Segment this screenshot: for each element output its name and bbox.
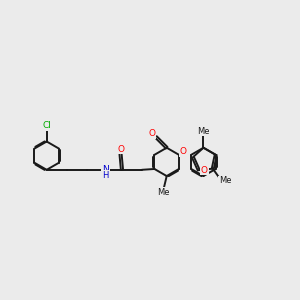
Text: N: N <box>102 165 109 174</box>
Text: O: O <box>118 145 125 154</box>
Text: O: O <box>180 148 187 157</box>
Text: Cl: Cl <box>42 122 51 130</box>
Text: O: O <box>201 166 208 175</box>
Text: Me: Me <box>158 188 170 197</box>
Text: Me: Me <box>197 127 210 136</box>
Text: Me: Me <box>219 176 231 185</box>
Text: O: O <box>148 129 155 138</box>
Text: H: H <box>102 171 109 180</box>
